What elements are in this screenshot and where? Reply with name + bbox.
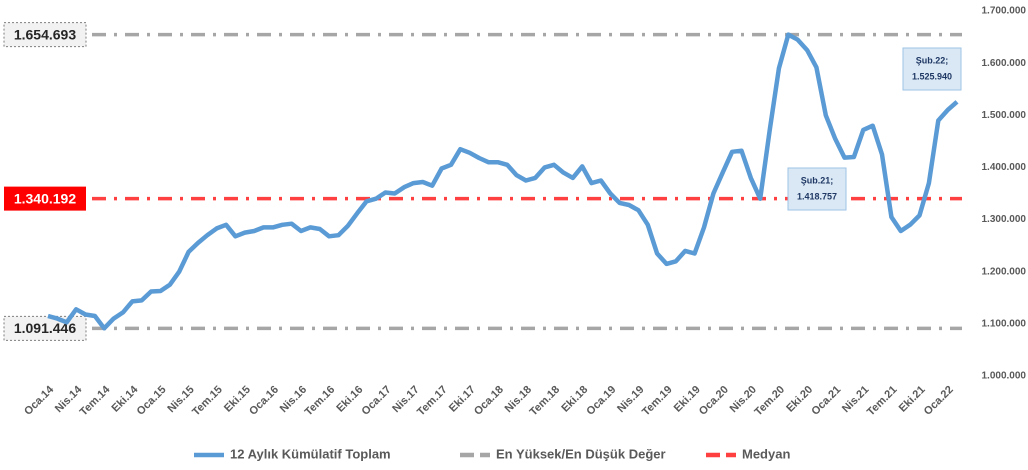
y-tick-label: 1.400.000 bbox=[982, 162, 1027, 173]
y-tick-label: 1.700.000 bbox=[982, 6, 1027, 17]
x-tick-label: Oca.21 bbox=[809, 384, 843, 418]
x-tick-label: Tem.17 bbox=[415, 384, 450, 419]
x-tick-label: Oca.15 bbox=[135, 384, 169, 418]
y-tick-label: 1.500.000 bbox=[982, 110, 1027, 121]
annotation-box bbox=[902, 47, 962, 91]
x-tick-label: Oca.20 bbox=[697, 384, 731, 418]
x-tick-label: Oca.14 bbox=[22, 383, 57, 418]
annotation-text: 1.525.940 bbox=[912, 71, 952, 81]
x-tick-label: Tem.14 bbox=[78, 383, 113, 418]
x-tick-label: Oca.17 bbox=[360, 384, 394, 418]
legend-label: En Yüksek/En Düşük Değer bbox=[496, 446, 666, 461]
legend-label: 12 Aylık Kümülatif Toplam bbox=[230, 446, 391, 461]
y-tick-label: 1.600.000 bbox=[982, 58, 1027, 69]
x-tick-label: Tem.16 bbox=[303, 384, 338, 419]
y-tick-label: 1.000.000 bbox=[982, 371, 1027, 382]
reference-label: 1.340.192 bbox=[14, 190, 76, 206]
reference-label-box bbox=[3, 22, 87, 48]
y-tick-label: 1.300.000 bbox=[982, 214, 1027, 225]
legend-label: Medyan bbox=[742, 446, 790, 461]
reference-label-box bbox=[3, 315, 87, 341]
annotation-text: Şub.21; bbox=[801, 175, 834, 185]
x-tick-label: Oca.22 bbox=[922, 384, 956, 418]
reference-label-box bbox=[4, 186, 86, 211]
x-tick-label: Tem.20 bbox=[752, 384, 787, 419]
x-tick-label: Tem.21 bbox=[865, 384, 900, 419]
reference-label: 1.091.446 bbox=[14, 320, 76, 336]
annotation-box bbox=[787, 167, 847, 211]
x-tick-label: Tem.18 bbox=[528, 384, 563, 419]
x-tick-label: Oca.16 bbox=[247, 384, 281, 418]
x-tick-label: Tem.19 bbox=[640, 384, 675, 419]
y-tick-label: 1.200.000 bbox=[982, 266, 1027, 277]
annotation-text: 1.418.757 bbox=[797, 191, 837, 201]
reference-label: 1.654.693 bbox=[14, 26, 76, 42]
x-tick-label: Tem.15 bbox=[190, 384, 225, 419]
series-line bbox=[47, 32, 959, 331]
y-tick-label: 1.100.000 bbox=[982, 318, 1027, 329]
x-tick-label: Oca.18 bbox=[472, 384, 506, 418]
x-tick-label: Oca.19 bbox=[584, 384, 618, 418]
annotation-text: Şub.22; bbox=[916, 55, 949, 65]
